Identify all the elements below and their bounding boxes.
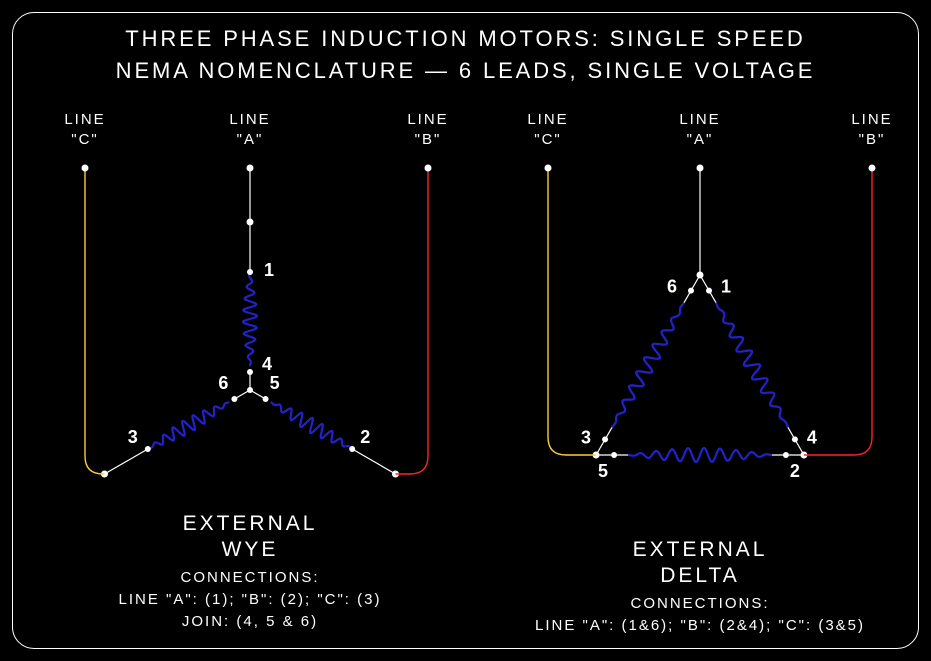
coil [628, 448, 772, 462]
svg-text:CONNECTIONS:: CONNECTIONS: [180, 569, 319, 586]
supply-wire [105, 449, 148, 474]
svg-text:WYE: WYE [222, 538, 279, 561]
svg-text:4: 4 [807, 427, 819, 447]
svg-text:"C": "C" [71, 131, 98, 148]
svg-text:"A": "A" [687, 131, 714, 148]
svg-text:5: 5 [270, 373, 282, 393]
svg-text:LINE "A": (1); "B": (2); "C":: LINE "A": (1); "B": (2); "C": (3) [119, 591, 382, 608]
svg-text:3: 3 [128, 427, 140, 447]
svg-text:LINE: LINE [229, 111, 270, 128]
svg-text:"A": "A" [237, 131, 264, 148]
svg-text:LINE: LINE [851, 111, 892, 128]
supply-wire [85, 168, 105, 474]
svg-text:2: 2 [790, 461, 802, 481]
svg-text:EXTERNAL: EXTERNAL [183, 512, 318, 535]
supply-wire [548, 168, 596, 455]
coil [148, 402, 229, 449]
svg-text:LINE: LINE [679, 111, 720, 128]
svg-text:LINE "A": (1&6); "B": (2&4); ": LINE "A": (1&6); "B": (2&4); "C": (3&5) [535, 617, 865, 634]
svg-text:DELTA: DELTA [660, 564, 740, 587]
svg-text:3: 3 [581, 427, 593, 447]
svg-text:"C": "C" [534, 131, 561, 148]
svg-text:1: 1 [264, 260, 276, 280]
supply-wire [804, 168, 872, 455]
coil [716, 303, 788, 428]
svg-text:LINE: LINE [407, 111, 448, 128]
svg-text:4: 4 [262, 354, 274, 374]
svg-text:"B": "B" [859, 131, 886, 148]
coil [243, 272, 257, 366]
svg-text:5: 5 [598, 461, 610, 481]
svg-text:2: 2 [360, 427, 372, 447]
svg-text:"B": "B" [415, 131, 442, 148]
svg-text:6: 6 [667, 277, 679, 297]
supply-wire [352, 449, 395, 474]
svg-text:LINE: LINE [527, 111, 568, 128]
supply-wire [395, 168, 428, 474]
coil [271, 402, 352, 449]
svg-text:6: 6 [218, 373, 230, 393]
svg-text:CONNECTIONS:: CONNECTIONS: [630, 595, 769, 612]
coil [612, 303, 684, 428]
svg-text:JOIN: (4, 5 & 6): JOIN: (4, 5 & 6) [182, 613, 318, 630]
diagram-canvas: LINE"A"LINE"B"LINE"C"123456EXTERNALWYECO… [0, 0, 931, 661]
svg-text:1: 1 [721, 277, 733, 297]
svg-text:LINE: LINE [64, 111, 105, 128]
svg-text:EXTERNAL: EXTERNAL [633, 538, 768, 561]
